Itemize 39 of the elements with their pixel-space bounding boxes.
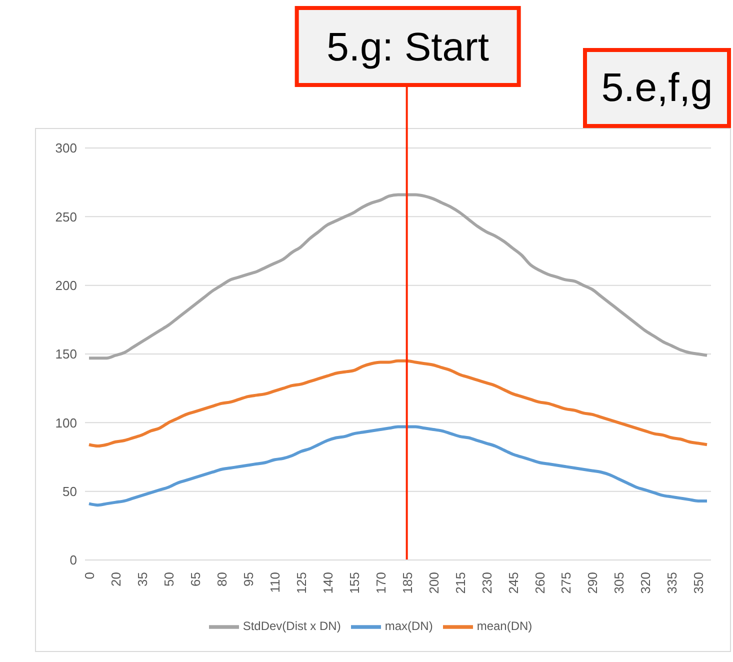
x-tick-label: 170 — [373, 572, 388, 594]
y-tick-label: 100 — [55, 415, 77, 430]
x-tick-label: 335 — [664, 572, 680, 594]
y-tick-label: 50 — [62, 484, 77, 499]
line-series — [88, 193, 708, 360]
y-tick-label: 0 — [70, 552, 77, 568]
x-tick-label: 320 — [638, 572, 654, 594]
x-tick-label: 125 — [294, 572, 309, 594]
legend-label: mean(DN) — [476, 619, 532, 634]
x-tick-label: 20 — [108, 572, 124, 586]
y-tick-label: 200 — [55, 278, 77, 293]
x-tick-label: 260 — [532, 572, 548, 594]
x-tick-label: 350 — [691, 572, 706, 594]
legend-label: StdDev(Dist x DN) — [242, 619, 341, 634]
x-tick-label: 230 — [479, 572, 494, 594]
text: 5.e,f,g — [583, 48, 731, 128]
x-tick-label: 215 — [452, 572, 468, 594]
x-tick-label: 80 — [214, 572, 230, 586]
x-tick-label: 245 — [506, 572, 521, 594]
y-tick-label: 150 — [55, 346, 77, 362]
x-tick-label: 50 — [161, 572, 176, 586]
x-tick-label: 140 — [320, 572, 336, 594]
x-tick-label: 185 — [400, 572, 415, 594]
x-tick-label: 0 — [82, 572, 97, 580]
line-series — [88, 359, 708, 448]
x-tick-label: 35 — [134, 572, 150, 586]
x-tick-label: 65 — [188, 572, 203, 586]
y-tick-label: 300 — [55, 140, 77, 156]
ref-line-label: 5.g: Start — [326, 26, 489, 70]
x-tick-label: 110 — [267, 572, 282, 593]
x-tick-label: 275 — [558, 572, 574, 594]
x-tick-label: 155 — [346, 572, 362, 594]
line-series — [88, 425, 708, 507]
x-tick-label: 95 — [240, 572, 256, 586]
x-tick-label: 290 — [585, 572, 600, 594]
x-tick-label: 200 — [426, 572, 442, 594]
y-tick-label: 250 — [55, 209, 77, 224]
legend-label: max(DN) — [384, 619, 433, 634]
x-tick-label: 305 — [612, 572, 627, 594]
